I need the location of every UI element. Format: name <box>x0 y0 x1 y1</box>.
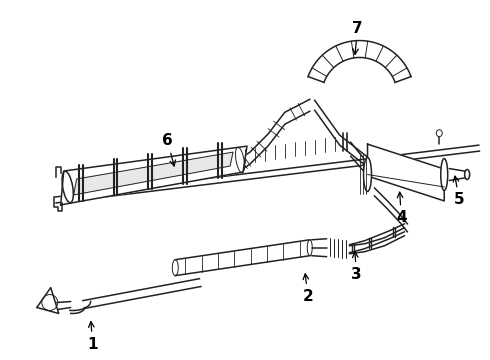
Polygon shape <box>308 41 411 82</box>
Ellipse shape <box>465 170 469 180</box>
Polygon shape <box>175 240 310 276</box>
Polygon shape <box>368 144 444 201</box>
Text: 5: 5 <box>453 176 465 207</box>
Ellipse shape <box>441 159 448 190</box>
Text: 7: 7 <box>352 21 363 54</box>
Polygon shape <box>74 152 233 195</box>
Text: 6: 6 <box>162 132 175 166</box>
Text: 2: 2 <box>302 274 313 304</box>
Ellipse shape <box>436 130 442 137</box>
Polygon shape <box>61 146 247 205</box>
Text: 4: 4 <box>396 192 407 225</box>
Polygon shape <box>37 288 59 314</box>
Ellipse shape <box>364 158 371 192</box>
Text: 3: 3 <box>351 252 362 282</box>
Text: 1: 1 <box>87 321 98 352</box>
